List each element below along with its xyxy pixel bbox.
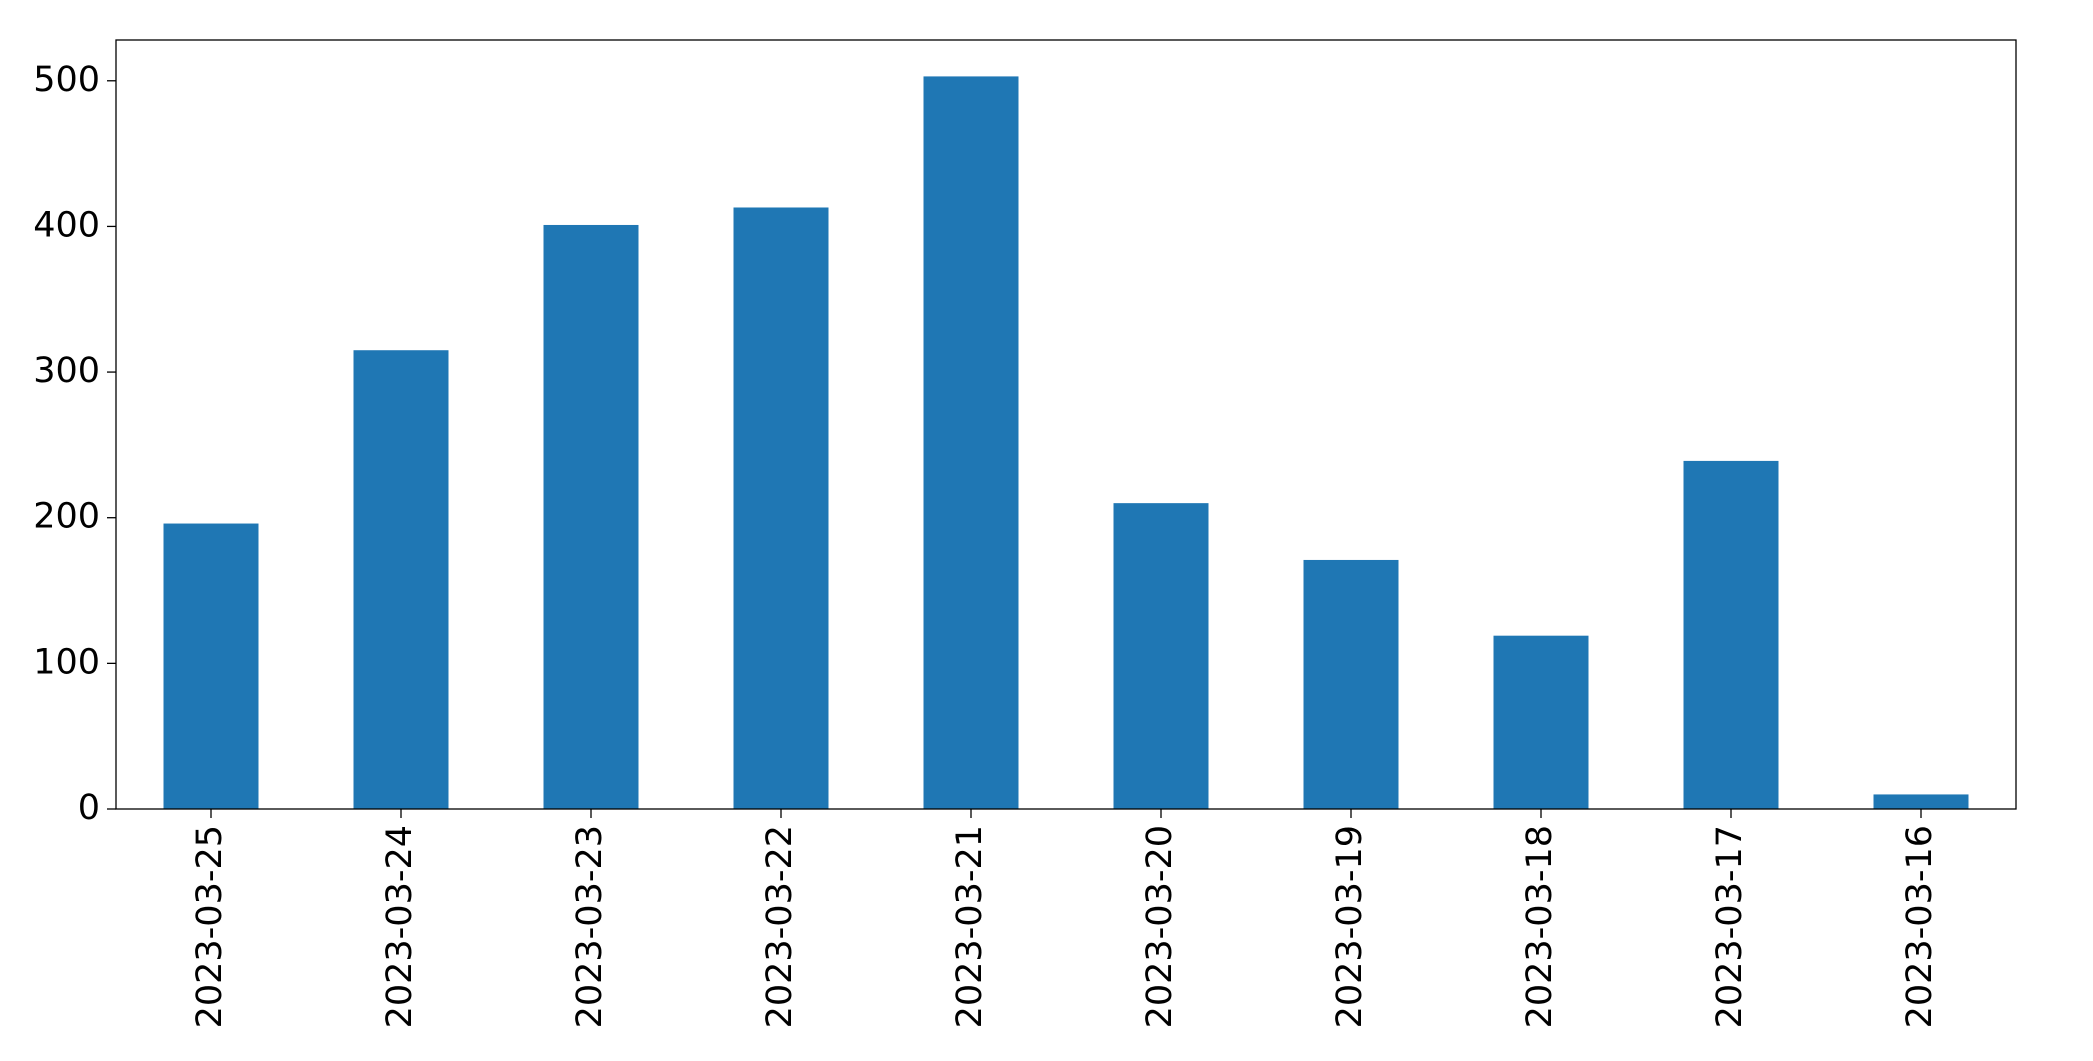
y-tick-label: 100	[33, 642, 100, 682]
y-tick-label: 400	[33, 205, 100, 245]
bar	[1493, 635, 1589, 809]
bar	[1303, 559, 1399, 809]
x-tick-label: 2023-03-20	[1140, 825, 1180, 1028]
plot-frame	[115, 39, 2017, 810]
x-tick-label: 2023-03-23	[570, 825, 610, 1028]
bar	[353, 350, 449, 809]
x-tick-label: 2023-03-22	[760, 825, 800, 1028]
bar	[543, 224, 639, 810]
x-tick-label: 2023-03-25	[190, 825, 230, 1028]
bar	[1873, 794, 1969, 809]
y-tick-label: 200	[33, 497, 100, 537]
x-tick-label: 2023-03-19	[1330, 825, 1370, 1028]
y-tick-label: 0	[78, 788, 100, 828]
x-tick-label: 2023-03-24	[380, 825, 420, 1028]
x-tick-label: 2023-03-18	[1520, 825, 1560, 1028]
y-tick-label: 300	[33, 351, 100, 391]
x-tick-label: 2023-03-16	[1900, 825, 1940, 1028]
bar	[163, 523, 259, 809]
x-tick-label: 2023-03-21	[950, 825, 990, 1028]
bar	[1683, 460, 1779, 809]
bar	[1113, 503, 1209, 809]
x-tick-label: 2023-03-17	[1710, 825, 1750, 1028]
bar	[923, 76, 1019, 809]
bar	[733, 207, 829, 809]
y-tick-label: 500	[33, 60, 100, 100]
